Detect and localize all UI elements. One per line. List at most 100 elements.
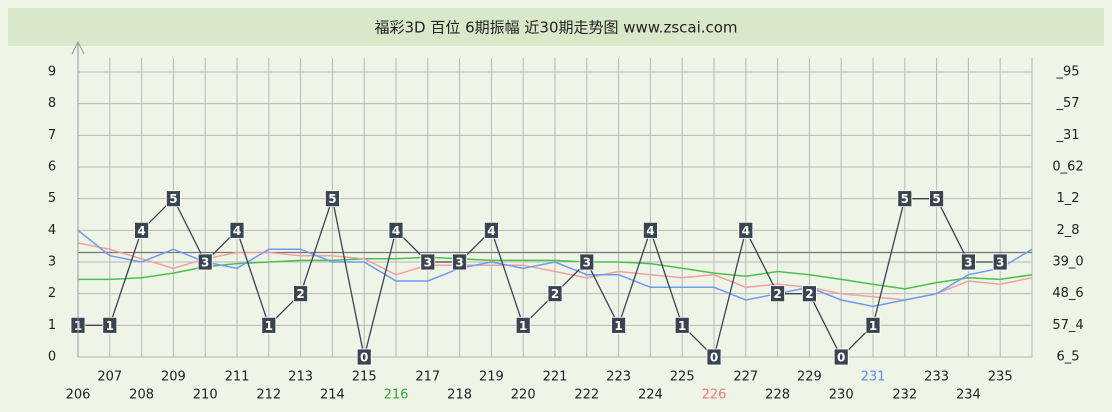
- y-tick-label: 5: [48, 191, 56, 206]
- series-line: [77, 242, 1033, 301]
- y2-tick-label: 0_62: [1052, 160, 1083, 175]
- y-tick-label: 7: [48, 128, 56, 143]
- point-label: 5: [932, 192, 940, 206]
- x-tick-label: 208: [129, 388, 154, 403]
- x-tick-label: 206: [66, 388, 91, 403]
- point-box: [961, 253, 976, 271]
- point-label: 0: [360, 351, 368, 365]
- x-tick-label: 231: [861, 370, 886, 385]
- y2-tick-label: _31: [1055, 128, 1079, 143]
- x-tick-label: 227: [733, 370, 758, 385]
- point-label: 4: [392, 224, 400, 238]
- y-tick-label: 8: [48, 96, 56, 111]
- point-box: [165, 190, 181, 208]
- point-label: 3: [964, 256, 972, 270]
- point-box: [134, 221, 150, 239]
- y2-tick-label: 1_2: [1056, 191, 1079, 206]
- point-label: 4: [646, 224, 654, 238]
- point-label: 3: [424, 256, 432, 270]
- point-label: 2: [805, 287, 813, 301]
- y2-tick-label: _57: [1055, 96, 1079, 111]
- x-tick-label: 214: [320, 388, 345, 403]
- point-label: 3: [201, 256, 209, 270]
- point-label: 5: [169, 192, 177, 206]
- y-tick-label: 2: [48, 286, 56, 301]
- x-tick-label: 209: [161, 370, 186, 385]
- x-tick-label: 211: [225, 370, 250, 385]
- point-label: 2: [551, 287, 559, 301]
- point-box: [483, 221, 499, 239]
- x-tick-label: 215: [352, 370, 377, 385]
- x-tick-label: 224: [638, 388, 663, 403]
- x-tick-label: 221: [543, 370, 568, 385]
- point-box: [611, 316, 626, 334]
- point-label: 4: [742, 224, 750, 238]
- y2-tick-label: 2_8: [1056, 223, 1079, 238]
- y-tick-label: 0: [48, 350, 56, 365]
- y-tick-label: 3: [48, 255, 56, 270]
- point-label: 0: [710, 351, 718, 365]
- x-tick-label: 216: [384, 388, 409, 403]
- point-label: 1: [519, 319, 527, 333]
- x-tick-label: 234: [956, 388, 981, 403]
- x-tick-label: 226: [702, 388, 727, 403]
- title-bar: [8, 8, 1104, 46]
- point-box: [324, 190, 340, 208]
- point-box: [356, 348, 372, 366]
- point-label: 5: [901, 192, 909, 206]
- point-label: 4: [233, 224, 241, 238]
- series-line: [78, 256, 1033, 290]
- point-box: [897, 190, 913, 208]
- y2-tick-label: 48_6: [1052, 286, 1083, 301]
- x-tick-label: 228: [765, 388, 790, 403]
- point-box: [197, 253, 213, 271]
- y2-tick-label: _95: [1055, 65, 1079, 80]
- point-box: [261, 316, 277, 334]
- point-label: 5: [328, 192, 336, 206]
- y2-tick-label: 6_5: [1056, 350, 1079, 365]
- y-axis-arrow: [71, 40, 85, 357]
- point-box: [706, 348, 722, 366]
- x-tick-label: 225: [670, 370, 695, 385]
- x-tick-label: 217: [415, 370, 440, 385]
- x-tick-label: 207: [97, 370, 122, 385]
- x-tick-label: 230: [829, 388, 854, 403]
- point-box: [420, 253, 436, 271]
- point-box: [865, 316, 881, 334]
- point-label: 1: [106, 319, 114, 333]
- series-line: [77, 229, 1033, 308]
- x-tick-label: 235: [988, 370, 1013, 385]
- x-tick-label: 218: [447, 388, 472, 403]
- point-box: [388, 221, 404, 239]
- point-label: 1: [869, 319, 877, 333]
- y2-tick-label: 39_0: [1052, 255, 1083, 270]
- point-box: [102, 316, 118, 334]
- point-box: [738, 221, 754, 239]
- point-label: 2: [296, 287, 304, 301]
- point-label: 2: [773, 287, 781, 301]
- chart-title: 福彩3D 百位 6期振幅 近30期走势图 www.zscai.com: [374, 19, 737, 37]
- point-label: 3: [583, 256, 591, 270]
- point-box: [452, 253, 468, 271]
- plot-area: 01234567896_557_448_639_02_81_20_62_31_5…: [48, 58, 1084, 403]
- x-tick-label: 220: [511, 388, 536, 403]
- point-box: [293, 285, 309, 303]
- point-label: 4: [137, 224, 145, 238]
- x-tick-label: 229: [797, 370, 822, 385]
- x-tick-label: 232: [892, 388, 917, 403]
- point-label: 1: [614, 319, 622, 333]
- x-tick-label: 219: [479, 370, 504, 385]
- y-tick-label: 6: [48, 160, 56, 175]
- point-box: [674, 316, 690, 334]
- point-label: 4: [487, 224, 495, 238]
- y2-tick-label: 57_4: [1052, 318, 1083, 333]
- point-box: [833, 348, 849, 366]
- point-box: [547, 285, 563, 303]
- x-tick-label: 222: [574, 388, 599, 403]
- point-box: [929, 190, 944, 208]
- point-label: 1: [265, 319, 273, 333]
- point-box: [770, 285, 785, 303]
- y-tick-label: 4: [48, 223, 56, 238]
- x-tick-label: 210: [193, 388, 218, 403]
